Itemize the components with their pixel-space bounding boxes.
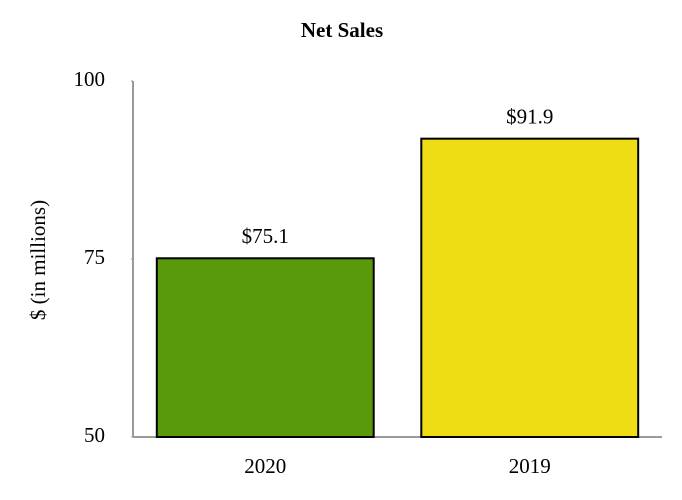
y-tick-label: 75 <box>84 245 105 269</box>
x-tick-label: 2019 <box>509 454 551 478</box>
x-tick-label: 2020 <box>244 454 286 478</box>
value-label: $75.1 <box>242 224 289 248</box>
chart-title: Net Sales <box>301 18 383 42</box>
bar <box>155 257 375 438</box>
bar <box>420 137 640 438</box>
y-tick-label: 100 <box>74 67 106 91</box>
y-axis-label: $ (in millions) <box>26 200 50 320</box>
y-tick-label: 50 <box>84 423 105 447</box>
value-label: $91.9 <box>506 104 553 128</box>
